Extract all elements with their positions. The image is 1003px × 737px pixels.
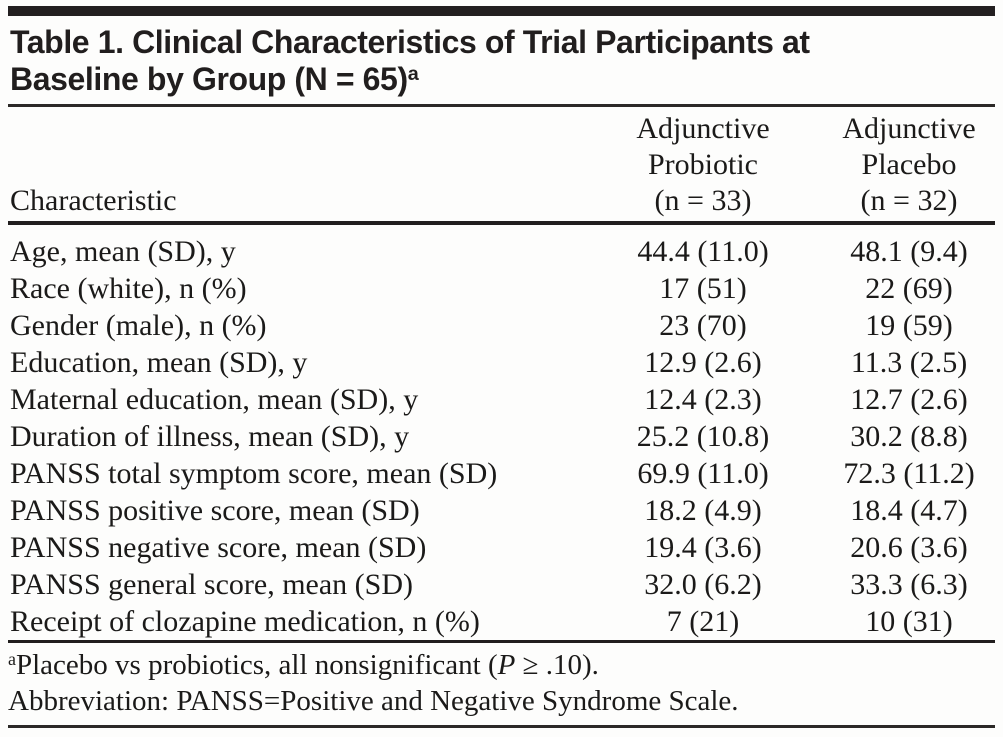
probiotic-value-cell: 69.9 (11.0) <box>637 457 769 490</box>
table-row: Duration of illness, mean (SD), y 25.2 (… <box>8 418 995 455</box>
footnote-marker: a <box>8 649 16 670</box>
probiotic-header-line1: Adjunctive <box>636 112 770 145</box>
probiotic-value-cell: 23 (70) <box>659 309 747 342</box>
probiotic-value-cell: 18.2 (4.9) <box>644 494 762 527</box>
placebo-header-line2: Placebo <box>861 148 957 181</box>
table-title-line2-text: Baseline by Group (N = 65) <box>10 61 408 97</box>
table-row: Maternal education, mean (SD), y 12.4 (2… <box>8 381 995 418</box>
table-title-line1: Table 1. Clinical Characteristics of Tri… <box>10 24 810 60</box>
table-row: PANSS general score, mean (SD) 32.0 (6.2… <box>8 566 995 603</box>
probiotic-value-cell: 19.4 (3.6) <box>644 531 762 564</box>
table-row: Race (white), n (%) 17 (51) 22 (69) <box>8 270 995 307</box>
title-footnote-marker: a <box>407 63 419 86</box>
table-row: PANSS negative score, mean (SD) 19.4 (3.… <box>8 529 995 566</box>
table-footnotes: aPlacebo vs probiotics, all nonsignifica… <box>8 643 995 719</box>
table-row: PANSS positive score, mean (SD) 18.2 (4.… <box>8 492 995 529</box>
probiotic-header-n: (n = 33) <box>654 184 752 217</box>
placebo-value-cell: 20.6 (3.6) <box>850 531 968 564</box>
placebo-value-cell: 10 (31) <box>823 603 995 643</box>
characteristic-cell: PANSS negative score, mean (SD) <box>10 531 427 564</box>
placebo-value-cell: 19 (59) <box>865 309 953 342</box>
title-rule <box>8 104 995 107</box>
header-row: Characteristic Adjunctive Probiotic (n =… <box>8 107 995 225</box>
table-row: Age, mean (SD), y 44.4 (11.0) 48.1 (9.4) <box>8 223 995 270</box>
probiotic-value-cell: 12.4 (2.3) <box>644 383 762 416</box>
characteristic-cell: Maternal education, mean (SD), y <box>10 383 419 416</box>
table-row: Gender (male), n (%) 23 (70) 19 (59) <box>8 307 995 344</box>
placebo-value-cell: 11.3 (2.5) <box>850 346 968 379</box>
significance-footnote-tail: ≥ .10). <box>515 649 599 681</box>
top-divider-bar <box>8 6 995 16</box>
characteristic-cell: PANSS positive score, mean (SD) <box>10 494 420 527</box>
placebo-value-cell: 48.1 (9.4) <box>850 235 968 268</box>
bottom-rule <box>8 725 995 728</box>
characteristic-cell: Duration of illness, mean (SD), y <box>10 420 410 453</box>
probiotic-header-line2: Probiotic <box>648 148 758 181</box>
placebo-value-cell: 30.2 (8.8) <box>850 420 968 453</box>
placebo-header-line1: Adjunctive <box>842 112 976 145</box>
probiotic-value-cell: 25.2 (10.8) <box>636 420 770 453</box>
characteristic-cell: Age, mean (SD), y <box>10 235 236 268</box>
table-row: Receipt of clozapine medication, n (%) 7… <box>8 603 995 643</box>
probiotic-value-cell: 7 (21) <box>583 603 823 643</box>
placebo-header-n: (n = 32) <box>860 184 958 217</box>
placebo-value-cell: 72.3 (11.2) <box>843 457 975 490</box>
table-title: Table 1. Clinical Characteristics of Tri… <box>10 24 995 98</box>
table-row: Education, mean (SD), y 12.9 (2.6) 11.3 … <box>8 344 995 381</box>
table-row: PANSS total symptom score, mean (SD) 69.… <box>8 455 995 492</box>
p-value-symbol: P <box>497 649 516 681</box>
probiotic-value-cell: 32.0 (6.2) <box>644 568 762 601</box>
placebo-column-header: Adjunctive Placebo (n = 32) <box>823 107 995 225</box>
characteristics-table: Characteristic Adjunctive Probiotic (n =… <box>8 107 995 643</box>
characteristic-cell: Race (white), n (%) <box>10 272 247 305</box>
characteristic-cell: Receipt of clozapine medication, n (%) <box>8 603 583 643</box>
placebo-value-cell: 22 (69) <box>865 272 953 305</box>
significance-footnote-text: Placebo vs probiotics, all nonsignifican… <box>15 649 498 681</box>
table-header: Characteristic Adjunctive Probiotic (n =… <box>8 107 995 225</box>
characteristic-cell: PANSS general score, mean (SD) <box>10 568 413 601</box>
significance-footnote: aPlacebo vs probiotics, all nonsignifica… <box>8 647 995 683</box>
characteristic-cell: Education, mean (SD), y <box>10 346 308 379</box>
characteristic-cell: Gender (male), n (%) <box>10 309 267 342</box>
probiotic-value-cell: 44.4 (11.0) <box>637 235 769 268</box>
characteristic-cell: PANSS total symptom score, mean (SD) <box>10 457 498 490</box>
table-body: Age, mean (SD), y 44.4 (11.0) 48.1 (9.4)… <box>8 223 995 643</box>
abbreviation-footnote: Abbreviation: PANSS=Positive and Negativ… <box>8 685 739 717</box>
probiotic-value-cell: 12.9 (2.6) <box>644 346 762 379</box>
table-title-line2: Baseline by Group (N = 65)a <box>10 61 995 98</box>
placebo-value-cell: 12.7 (2.6) <box>850 383 968 416</box>
placebo-value-cell: 18.4 (4.7) <box>850 494 968 527</box>
placebo-value-cell: 33.3 (6.3) <box>850 568 968 601</box>
probiotic-value-cell: 17 (51) <box>659 272 747 305</box>
probiotic-column-header: Adjunctive Probiotic (n = 33) <box>583 107 823 225</box>
characteristic-column-header: Characteristic <box>8 107 583 225</box>
